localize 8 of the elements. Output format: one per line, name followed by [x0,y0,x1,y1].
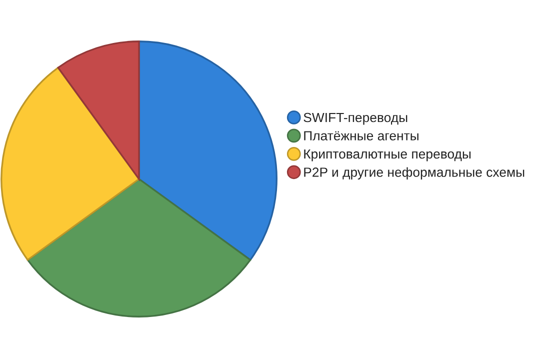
pie-slice [0,66,140,261]
legend-label: SWIFT-переводы [304,112,408,125]
legend-label: P2P и другие неформальные схемы [304,167,524,180]
pie-slice [138,40,278,261]
pie-slice [57,40,140,180]
pie-slice [26,178,252,318]
legend-label: Криптовалютные переводы [304,149,471,162]
legend-label: Платёжные агенты [304,131,418,140]
